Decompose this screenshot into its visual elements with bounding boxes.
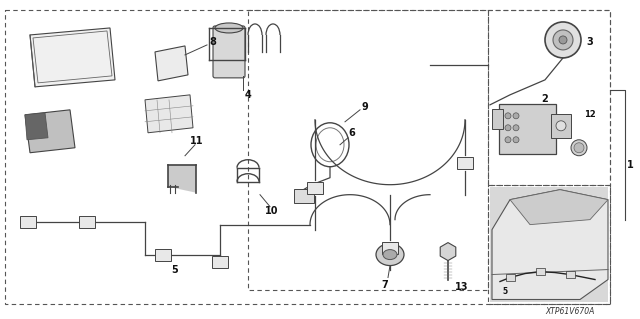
- Polygon shape: [492, 190, 608, 300]
- Text: 10: 10: [265, 206, 279, 216]
- Text: 2: 2: [541, 94, 548, 104]
- FancyBboxPatch shape: [566, 271, 575, 278]
- Circle shape: [513, 125, 519, 131]
- Circle shape: [574, 143, 584, 153]
- Polygon shape: [30, 28, 115, 87]
- Polygon shape: [510, 190, 608, 225]
- Circle shape: [505, 113, 511, 119]
- Text: 5: 5: [502, 287, 508, 296]
- Ellipse shape: [376, 244, 404, 265]
- Text: 7: 7: [381, 279, 388, 290]
- Bar: [490, 187, 608, 302]
- Text: 11: 11: [190, 136, 204, 146]
- FancyBboxPatch shape: [492, 109, 503, 129]
- Ellipse shape: [215, 23, 243, 33]
- Text: 13: 13: [455, 282, 468, 292]
- Ellipse shape: [383, 249, 397, 260]
- Circle shape: [505, 125, 511, 131]
- FancyBboxPatch shape: [506, 274, 515, 281]
- Circle shape: [513, 113, 519, 119]
- Circle shape: [545, 22, 581, 58]
- Circle shape: [559, 36, 567, 44]
- FancyBboxPatch shape: [307, 182, 323, 194]
- FancyBboxPatch shape: [294, 189, 314, 203]
- FancyBboxPatch shape: [213, 26, 245, 78]
- FancyBboxPatch shape: [551, 114, 571, 138]
- Text: 9: 9: [362, 102, 369, 112]
- FancyBboxPatch shape: [79, 216, 95, 228]
- Polygon shape: [168, 165, 196, 193]
- Circle shape: [556, 121, 566, 131]
- FancyBboxPatch shape: [155, 249, 171, 261]
- Polygon shape: [25, 113, 48, 140]
- Bar: [488, 10, 610, 185]
- Polygon shape: [155, 46, 188, 81]
- Text: XTP61V670A: XTP61V670A: [546, 308, 595, 316]
- Bar: [488, 185, 610, 305]
- FancyBboxPatch shape: [382, 241, 398, 254]
- Text: 8: 8: [209, 37, 216, 47]
- Text: 4: 4: [244, 90, 252, 100]
- Circle shape: [553, 30, 573, 50]
- Polygon shape: [25, 110, 75, 153]
- Circle shape: [505, 137, 511, 143]
- FancyBboxPatch shape: [212, 256, 228, 268]
- Text: 6: 6: [349, 128, 355, 138]
- Polygon shape: [145, 95, 193, 133]
- FancyBboxPatch shape: [536, 268, 545, 275]
- Circle shape: [513, 137, 519, 143]
- Text: 3: 3: [587, 37, 593, 47]
- Ellipse shape: [571, 140, 587, 156]
- Text: 1: 1: [627, 160, 634, 170]
- Text: 5: 5: [172, 264, 179, 275]
- FancyBboxPatch shape: [20, 216, 36, 228]
- FancyBboxPatch shape: [499, 104, 556, 154]
- Bar: [248, 10, 488, 290]
- FancyBboxPatch shape: [457, 157, 473, 169]
- Text: 12: 12: [584, 110, 596, 119]
